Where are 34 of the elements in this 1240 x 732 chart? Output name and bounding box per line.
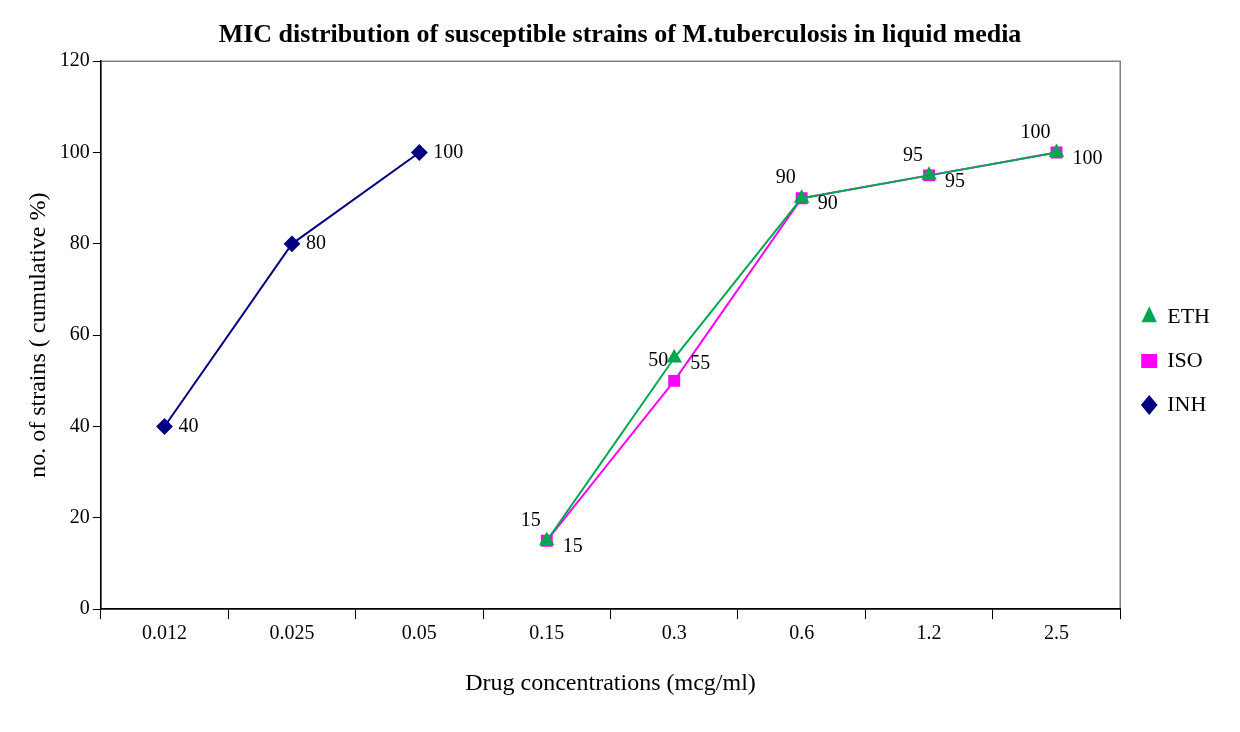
data-label: 100 [1072, 145, 1103, 168]
data-label: 100 [1020, 119, 1051, 142]
chart-title: MIC distribution of susceptible strains of M.tuberculosis in liquid media [218, 19, 1022, 49]
legend-label: INH [1167, 390, 1207, 416]
legend-label: ETH [1167, 302, 1211, 328]
y-tick-label: 0 [79, 596, 90, 619]
x-tick-label: 0.6 [789, 621, 815, 644]
y-tick-label: 100 [59, 139, 90, 162]
x-axis-title: Drug concentrations (mcg/ml) [465, 668, 756, 695]
data-label: 50 [648, 348, 669, 371]
y-tick-label: 120 [59, 48, 90, 71]
x-tick-label: 0.025 [269, 621, 315, 644]
y-tick-label: 80 [69, 231, 90, 254]
data-label: 80 [305, 231, 326, 254]
x-tick-label: 2.5 [1044, 621, 1070, 644]
y-tick-label: 20 [69, 505, 90, 528]
data-label: 15 [562, 533, 583, 556]
data-label: 15 [520, 507, 541, 530]
x-tick-label: 1.2 [916, 621, 942, 644]
x-tick-label: 0.15 [529, 621, 565, 644]
data-label: 55 [690, 351, 711, 374]
data-label: 90 [775, 165, 796, 188]
y-tick-label: 60 [69, 322, 90, 345]
x-tick-label: 0.3 [661, 621, 687, 644]
x-tick-label: 0.05 [401, 621, 437, 644]
y-tick-label: 40 [69, 413, 90, 436]
data-label: 95 [945, 168, 966, 191]
data-label: 90 [817, 191, 838, 214]
y-axis-title: no. of strains ( cumulative %) [23, 192, 50, 478]
data-label: 100 [433, 139, 464, 162]
legend-label: ISO [1167, 346, 1203, 372]
data-label: 95 [903, 142, 924, 165]
x-tick-label: 0.012 [142, 621, 188, 644]
data-label: 40 [178, 413, 199, 436]
